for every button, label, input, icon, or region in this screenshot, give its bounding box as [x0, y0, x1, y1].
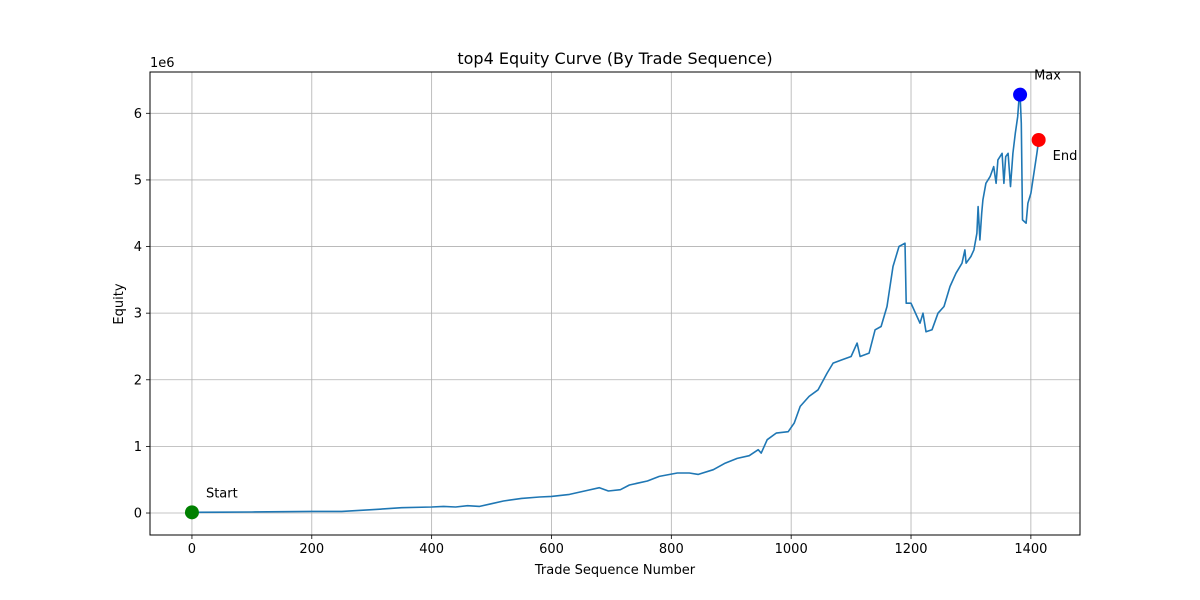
x-tick-label: 400 — [419, 542, 444, 557]
x-tick-label: 1400 — [1014, 542, 1047, 557]
grid-lines — [150, 72, 1080, 535]
x-tick-label: 1000 — [775, 542, 808, 557]
y-axis-label: Equity — [112, 283, 127, 324]
y-tick-label: 3 — [134, 307, 142, 322]
x-tick-label: 800 — [659, 542, 684, 557]
x-axis-ticks: 0 200 400 600 800 1000 1200 1400 — [188, 535, 1047, 557]
plot-area — [150, 72, 1080, 535]
marker-end — [1031, 132, 1046, 147]
plot-frame — [149, 71, 1081, 536]
y-tick-label: 4 — [134, 240, 142, 255]
y-tick-label: 6 — [134, 107, 142, 122]
annotation-start: Start — [206, 486, 238, 501]
x-tick-label: 1200 — [894, 542, 927, 557]
marker-start — [184, 505, 199, 520]
x-tick-label: 200 — [299, 542, 324, 557]
series-layer — [191, 93, 1040, 514]
annotation-max: Max — [1034, 69, 1061, 84]
x-tick-label: 0 — [188, 542, 196, 557]
y-axis-ticks: 0 1 2 3 4 5 6 — [134, 107, 150, 522]
chart-title: top4 Equity Curve (By Trade Sequence) — [457, 49, 772, 68]
y-tick-label: 1 — [134, 440, 142, 455]
equity-line — [191, 93, 1040, 514]
x-tick-label: 600 — [539, 542, 564, 557]
y-tick-label: 2 — [134, 373, 142, 388]
x-axis-label: Trade Sequence Number — [534, 563, 696, 578]
y-tick-label: 5 — [134, 173, 142, 188]
y-tick-label: 0 — [134, 507, 142, 522]
y-offset-label: 1e6 — [150, 56, 175, 71]
marker-max — [1013, 87, 1028, 102]
annotation-end: End — [1053, 149, 1078, 164]
